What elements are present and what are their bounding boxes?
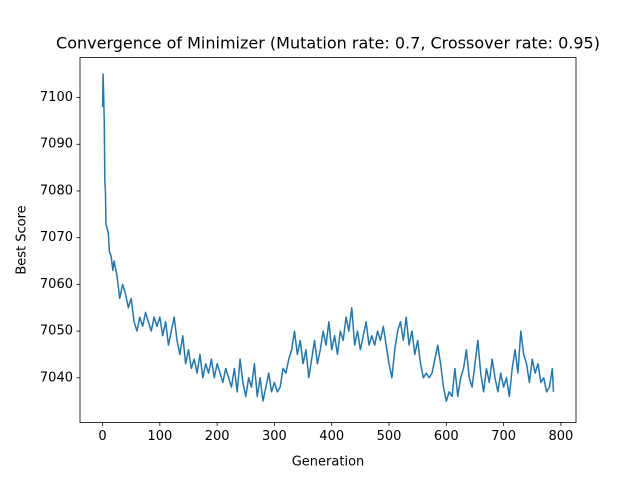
chart-title: Convergence of Minimizer (Mutation rate:… [56, 34, 600, 53]
y-tick-label: 7070 [40, 230, 73, 245]
y-tick-label: 7050 [40, 324, 73, 339]
y-tick-label: 7060 [40, 277, 73, 292]
y-tick-label: 7100 [40, 90, 73, 105]
x-tick-label: 500 [377, 429, 402, 444]
y-axis-label: Best Score [15, 205, 30, 274]
x-tick-label: 100 [147, 429, 172, 444]
plot-frame [79, 57, 577, 423]
x-tick-label: 600 [434, 429, 459, 444]
x-tick-label: 800 [548, 429, 573, 444]
y-tick-label: 7090 [40, 137, 73, 152]
x-tick-label: 200 [205, 429, 230, 444]
y-tick-label: 7040 [40, 370, 73, 385]
x-tick-label: 400 [319, 429, 344, 444]
x-axis-label: Generation [292, 455, 365, 470]
y-tick-label: 7080 [40, 183, 73, 198]
x-tick-label: 0 [98, 429, 106, 444]
x-tick-label: 700 [491, 429, 516, 444]
x-tick-label: 300 [262, 429, 287, 444]
data-line [101, 73, 555, 402]
